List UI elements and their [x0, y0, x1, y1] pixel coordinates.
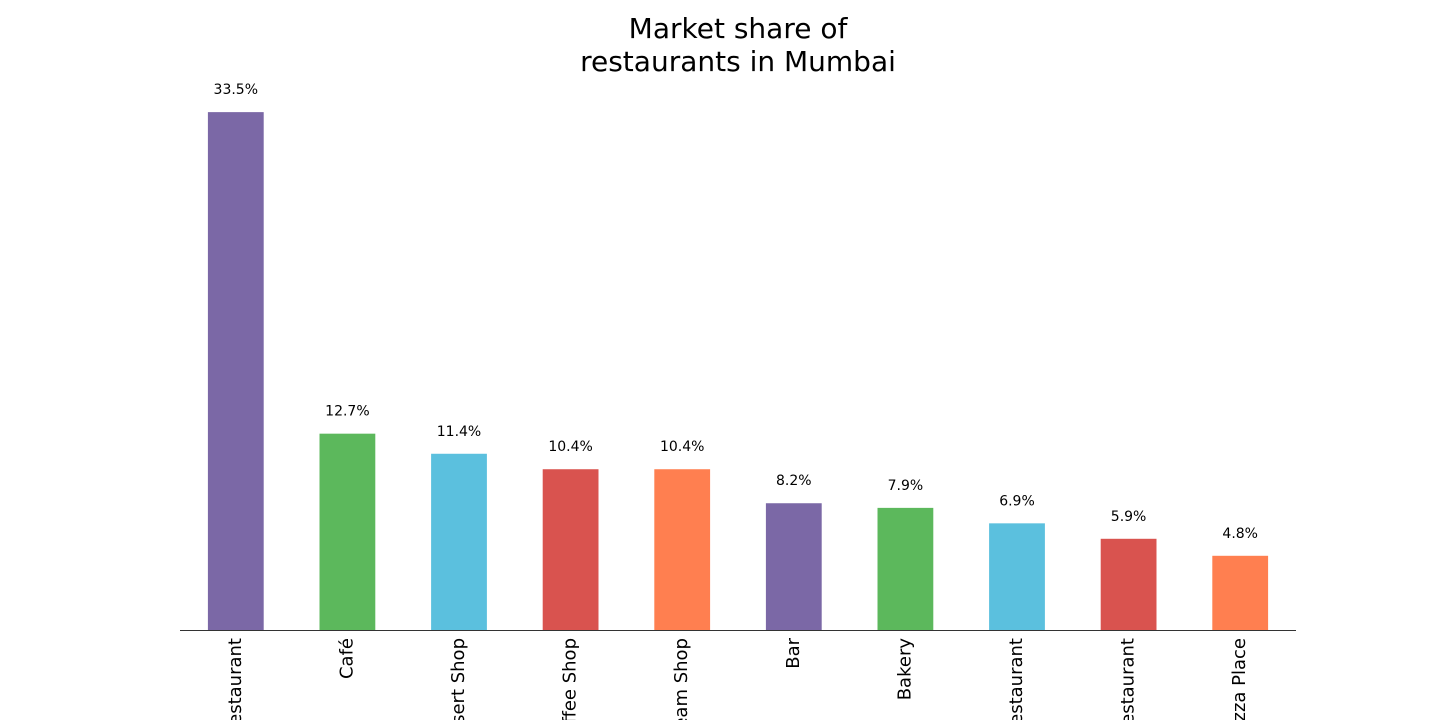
chart-title: Market share of restaurants in Mumbai — [580, 12, 896, 78]
x-tick-label: Dessert Shop — [448, 638, 469, 720]
bar — [319, 433, 376, 630]
value-label: 8.2% — [776, 473, 812, 489]
value-label: 10.4% — [548, 439, 592, 455]
value-label: 5.9% — [1111, 509, 1147, 525]
value-label: 6.9% — [999, 493, 1035, 509]
bar — [877, 507, 934, 630]
bar — [654, 469, 711, 630]
bar — [989, 523, 1045, 630]
x-tick-label: Café — [336, 638, 357, 679]
value-label: 7.9% — [888, 478, 924, 494]
title-line: Market share of — [629, 12, 849, 45]
x-tick-label: Indian Restaurant — [225, 638, 246, 720]
x-tick-label: Ice Cream Shop — [671, 638, 692, 720]
bar — [1100, 538, 1157, 630]
bar — [542, 469, 599, 630]
value-label: 4.8% — [1222, 526, 1258, 542]
value-label: 11.4% — [437, 424, 481, 440]
bar — [1212, 555, 1269, 630]
value-label: 10.4% — [660, 439, 704, 455]
value-label: 33.5% — [214, 82, 258, 98]
x-tick-label: Chinese Restaurant — [1006, 638, 1027, 720]
bar — [431, 453, 487, 630]
x-tick-label: Coffee Shop — [560, 638, 581, 720]
bar — [765, 503, 822, 630]
x-tick-label: Fast Food Restaurant — [1118, 638, 1139, 720]
title-line: restaurants in Mumbai — [580, 45, 896, 78]
x-tick-label: Pizza Place — [1229, 638, 1250, 720]
x-tick-label: Bar — [783, 637, 804, 668]
value-label: 12.7% — [325, 404, 369, 420]
x-tick-label: Bakery — [894, 638, 915, 701]
bar — [207, 112, 264, 630]
